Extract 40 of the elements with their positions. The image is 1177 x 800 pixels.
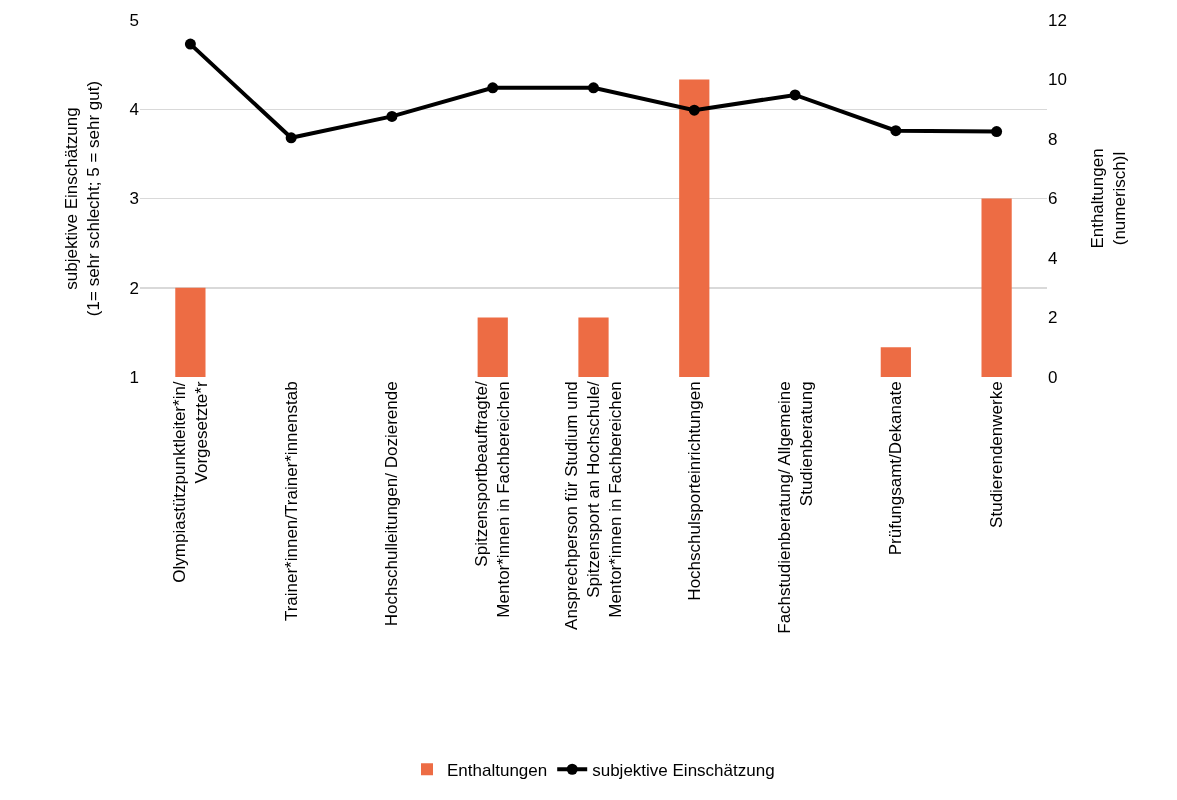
y2-tick-label: 10 — [1048, 70, 1067, 90]
y2-tick-label: 2 — [1048, 308, 1058, 328]
x-tick-label: Prüfungsamt/Dekanate — [886, 381, 906, 556]
y2-tick-label: 4 — [1048, 248, 1058, 268]
y2-tick-label: 12 — [1048, 10, 1067, 30]
point — [789, 89, 801, 101]
bar — [679, 79, 710, 377]
y2-tick-label: 0 — [1048, 367, 1058, 387]
bar — [477, 317, 508, 377]
point — [688, 104, 700, 116]
bar — [578, 317, 609, 377]
y-tick-label: 4 — [129, 100, 139, 120]
point — [487, 82, 499, 94]
point — [184, 38, 196, 50]
y-tick-label: 5 — [129, 10, 139, 30]
x-tick-label: Trainer*innen/Trainer*innenstab — [281, 381, 301, 622]
x-tick-label: Olympiastützpunktleiter*in/ Vorgesetzte*r — [169, 381, 211, 583]
point — [991, 126, 1003, 138]
legend-label: subjektive Einschätzung — [592, 760, 775, 780]
legend-label: Enthaltungen — [447, 760, 548, 780]
y-tick-label: 3 — [129, 189, 139, 209]
point — [588, 82, 599, 94]
y2-axis-title: Enthaltungen (numerisch)l — [1088, 148, 1130, 249]
y-tick-label: 1 — [129, 367, 139, 387]
point — [285, 132, 297, 144]
x-tick-label: Studierendenwerke — [987, 381, 1007, 528]
x-tick-label: Hochschulleitungen/ Dozierende — [382, 381, 402, 627]
bar — [880, 347, 911, 377]
y-axis-title: subjektive Einschätzung (1= sehr schlecht; 5 = sehr gut) — [61, 80, 104, 317]
y-tick-label: 2 — [129, 278, 139, 298]
point — [386, 110, 398, 122]
x-tick-label: Hochschulsporteinrichtungen — [684, 381, 704, 601]
x-tick-label: Fachstudienberatung/ Allgemeine Studienberatung — [774, 381, 816, 634]
bar — [175, 287, 206, 377]
x-tick-label: Spitzensportbeauftragte/ Mentor*innen in Fachbereichen — [472, 381, 514, 618]
y2-tick-label: 8 — [1048, 129, 1058, 149]
x-tick-label: Ansprechperson für Studium und Spitzensport an Hochschule/ Mentor*innen in Fachbereichen — [561, 381, 626, 630]
bar — [981, 198, 1012, 377]
point — [890, 125, 902, 137]
y2-tick-label: 6 — [1048, 189, 1058, 209]
